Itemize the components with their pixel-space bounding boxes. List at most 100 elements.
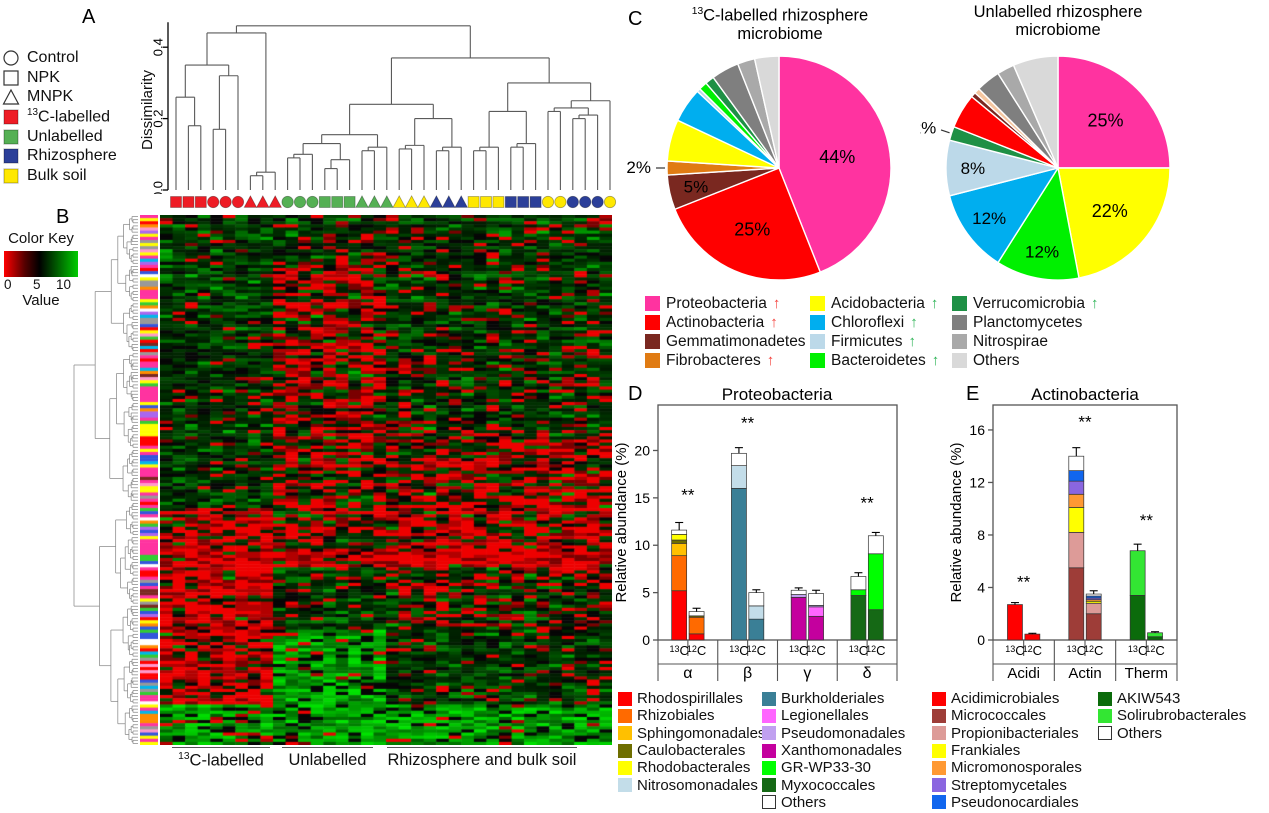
legend-label: Chloroflexi [831, 313, 905, 331]
bar-segment-propionibacteriales [1068, 531, 1085, 569]
legend-label: Propionibacteriales [951, 724, 1079, 742]
bar-segment-myxococcales [867, 609, 884, 641]
order-legend-item: Others [1098, 725, 1162, 742]
legend-swatch [762, 743, 776, 758]
bar-x-label: 12C [747, 643, 766, 658]
bar-segment-burkholderiales [748, 618, 765, 641]
legend-swatch [618, 708, 632, 723]
bar-segment-micromonosporales [1068, 493, 1085, 508]
legend-label: Frankiales [951, 742, 1021, 760]
bar-segment-pseudomonadales [790, 594, 807, 598]
red-triangle-sample-marker [255, 194, 270, 208]
bar-segment-burkholderiales [731, 488, 747, 641]
trend-up-arrow-icon: ↑ [930, 295, 939, 312]
y-tick-label: 20 [634, 442, 650, 458]
panel-a-legend-item: Unlabelled [2, 127, 132, 147]
trend-up-arrow-icon: ↑ [770, 314, 778, 331]
yellow-triangle-sample-marker [404, 194, 419, 208]
color-key-tick: 0 [4, 277, 12, 292]
legend-swatch [762, 691, 776, 706]
bar-x-label: 13C [849, 643, 868, 658]
heatmap-group-label: 13C-labelled [172, 747, 270, 771]
legend-label: Acidimicrobiales [951, 690, 1060, 708]
circle-symbol-icon [3, 50, 19, 66]
yellow-square-sample-marker [467, 196, 480, 208]
bar-segment-nitrosomonadales [731, 465, 747, 489]
red-square-sample-marker [170, 196, 182, 208]
bar-group-label: β [743, 665, 752, 682]
y-tick-label: 4 [977, 579, 985, 595]
y-tick-label: 10 [634, 537, 650, 553]
y-axis-label: Relative abundance (%) [950, 442, 965, 602]
red-square-sample-marker [194, 196, 207, 208]
yellow-square-sample-marker [480, 196, 492, 208]
bar-x-label: 13C [789, 643, 808, 658]
green-circle-sample-marker [293, 195, 307, 209]
order-legend-item: Rhodobacterales [618, 759, 750, 776]
pie-slice-acidobacteria [1057, 167, 1171, 279]
bar-x-label: 12C [866, 643, 885, 658]
green-triangle-sample-marker [379, 194, 394, 208]
legend-label: Legionellales [781, 707, 869, 725]
legend-swatch [618, 760, 632, 775]
yellow-circle-sample-marker [554, 195, 567, 209]
bar-segment-solirubrobacterales [1147, 632, 1163, 638]
order-legend-item: Burkholderiales [762, 690, 884, 707]
sample-dendrogram: 0.0 0.2 0.4 [150, 22, 611, 194]
yellow-circle-sample-marker [603, 195, 617, 209]
bar-x-label: 13C [1067, 643, 1086, 658]
order-legend-item: GR-WP33-30 [762, 759, 871, 776]
red-triangle-sample-marker [243, 194, 258, 208]
bar-group-label: Therm [1125, 665, 1168, 682]
bar-segment-micrococcales [1085, 613, 1102, 641]
abundance-heatmap [160, 215, 612, 745]
bar-segment-others [1085, 593, 1102, 597]
triangle-symbol-icon [2, 88, 20, 105]
pie-slice-label: 25% [734, 220, 770, 240]
legend-swatch [932, 795, 946, 810]
bar-segment-gr-wp33-30 [850, 589, 867, 596]
pie-slice-others [753, 55, 780, 169]
phylum-legend-item: Acidobacteria ↑ [810, 294, 938, 313]
legend-label: Caulobacterales [637, 742, 746, 760]
legend-label: Rhodospirillales [637, 690, 743, 708]
legend-label: Others [973, 351, 1020, 369]
green-triangle-sample-marker [355, 194, 369, 208]
legend-label: Myxococcales [781, 776, 876, 794]
pie-slice-label: 25% [1088, 110, 1124, 130]
red-triangle-sample-marker [268, 194, 283, 208]
proteobacteria-title: Proteobacteria [721, 385, 833, 404]
significance-marker: ** [741, 414, 755, 433]
panel-a-legend-label: Unlabelled [27, 127, 103, 145]
bar-segment-rhodospirillales [688, 633, 705, 641]
legend-swatch [932, 726, 946, 741]
y-tick-label: 0 [977, 632, 985, 648]
legend-label: Planctomycetes [973, 313, 1083, 331]
yellow-triangle-sample-marker [417, 194, 431, 208]
legend-swatch [810, 315, 825, 330]
phylum-legend-item: Bacteroidetes ↑ [810, 351, 939, 370]
green-circle-sample-marker [281, 195, 294, 209]
pie-slice-label: 2% [920, 118, 936, 137]
legend-label: Firmicutes [831, 332, 903, 350]
panel-c-label: C [628, 8, 643, 30]
legend-label: Actinobacteria [666, 313, 765, 331]
green-triangle-sample-marker [367, 194, 382, 208]
panel-a-legend-item: 13C-labelled [2, 107, 132, 127]
panel-a-legend-item: Bulk soil [2, 166, 132, 186]
legend-label: Xanthomonadales [781, 742, 902, 760]
legend-label: Pseudomonadales [781, 724, 906, 742]
bar-x-label: 13C [1128, 643, 1147, 658]
blue-square-sample-marker [517, 196, 530, 208]
red-circle-sample-marker [219, 195, 232, 209]
bar-segment-propionibacteriales [1085, 602, 1102, 615]
legend-label: Burkholderiales [781, 690, 885, 708]
pie-slice-actinobacteria [673, 167, 822, 281]
order-legend-item: Caulobacterales [618, 742, 745, 759]
trend-up-arrow-icon: ↑ [1091, 295, 1099, 312]
bar-segment-streptomycetales [1068, 480, 1085, 495]
bar-segment-rhodospirillales [671, 590, 688, 641]
legend-label: Rhodobacterales [637, 759, 751, 777]
y-tick-label: 12 [969, 474, 985, 490]
